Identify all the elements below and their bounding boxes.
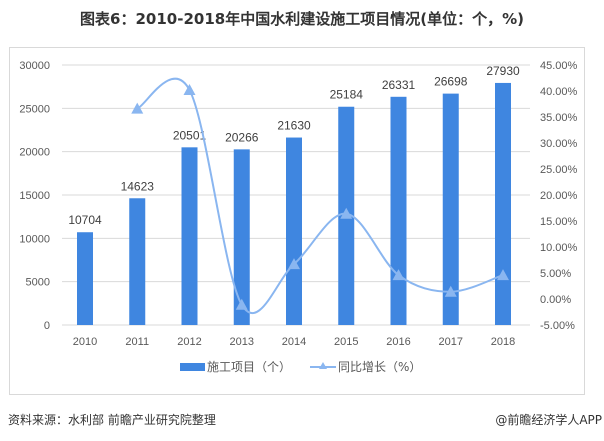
brand-credit: @前瞻经济学人APP: [495, 413, 602, 427]
bar: [442, 93, 459, 325]
y-left-tick-label: 15000: [19, 190, 50, 202]
growth-marker: [235, 298, 248, 310]
legend-bar-label: 施工项目（个）: [207, 360, 291, 374]
y-right-tick-label: -5.00%: [540, 320, 575, 332]
y-left-tick-label: 5000: [26, 277, 50, 289]
bar: [77, 232, 93, 325]
bar: [390, 96, 407, 325]
x-tick-label: 2016: [386, 336, 410, 348]
y-right-tick-label: 0.00%: [540, 294, 571, 306]
growth-marker: [340, 207, 353, 219]
x-tick-label: 2018: [491, 336, 515, 348]
x-tick-label: 2014: [282, 336, 306, 348]
y-right-tick-label: 10.00%: [540, 242, 578, 254]
y-left-tick-label: 0: [44, 320, 50, 332]
growth-marker: [288, 258, 300, 270]
x-tick-label: 2017: [439, 336, 463, 348]
growth-marker: [131, 102, 144, 114]
bar: [129, 198, 146, 325]
bar-data-label: 20501: [173, 128, 207, 142]
y-right-tick-label: 25.00%: [540, 164, 578, 176]
growth-marker: [183, 83, 196, 95]
legend-bar-swatch: [180, 363, 205, 371]
bar-data-label: 25184: [330, 88, 364, 102]
bar: [181, 147, 198, 325]
y-left-tick-label: 25000: [19, 103, 50, 115]
growth-marker: [444, 285, 457, 297]
bar-data-label: 26331: [382, 78, 416, 92]
bar-data-label: 27930: [486, 64, 520, 78]
growth-marker: [497, 269, 509, 281]
bar-data-label: 10704: [68, 213, 102, 227]
y-right-tick-label: 5.00%: [540, 268, 571, 280]
bar: [233, 149, 250, 325]
x-tick-label: 2012: [177, 336, 201, 348]
bar-data-label: 20266: [225, 130, 259, 144]
y-right-tick-label: 45.00%: [540, 60, 578, 72]
bar-data-label: 21630: [277, 119, 311, 133]
bar: [495, 82, 511, 325]
chart-frame: [9, 47, 585, 395]
bar-data-label: 14623: [121, 179, 155, 193]
y-left-tick-label: 30000: [19, 60, 50, 72]
bar-data-label: 26698: [434, 75, 468, 89]
source-note: 资料来源：水利部 前瞻产业研究院整理: [8, 413, 216, 427]
x-tick-label: 2011: [125, 336, 149, 348]
chart-title: 图表6：2010-2018年中国水利建设施工项目情况(单位：个，%): [80, 10, 524, 28]
y-right-tick-label: 20.00%: [540, 190, 578, 202]
y-right-tick-label: 15.00%: [540, 216, 578, 228]
y-right-tick-label: 30.00%: [540, 138, 578, 150]
y-right-tick-label: 40.00%: [540, 86, 578, 98]
y-left-tick-label: 10000: [19, 233, 50, 245]
legend-line-marker: [319, 362, 327, 369]
x-tick-label: 2015: [334, 336, 358, 348]
x-tick-label: 2013: [230, 336, 254, 348]
x-tick-label: 2010: [73, 336, 97, 348]
bar: [286, 137, 302, 325]
y-right-tick-label: 35.00%: [540, 112, 578, 124]
growth-marker: [392, 269, 405, 281]
y-left-tick-label: 20000: [19, 147, 50, 159]
legend-line-label: 同比增长（%）: [338, 360, 421, 374]
